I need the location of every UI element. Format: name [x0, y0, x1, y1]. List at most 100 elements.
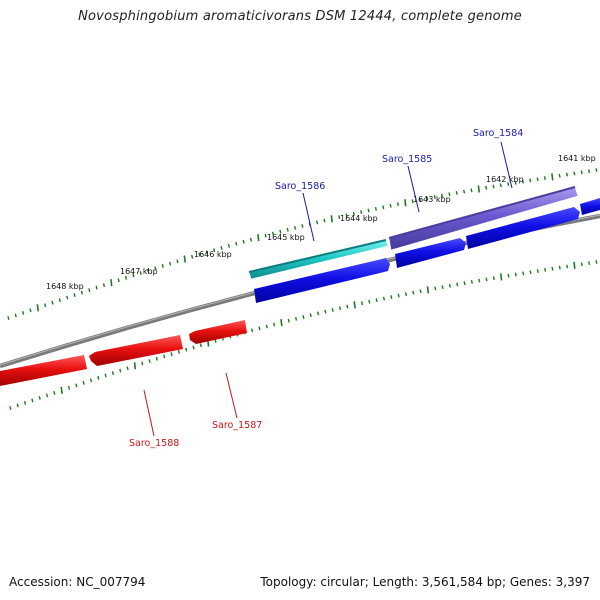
gene-label-saro-1586[interactable]: Saro_1586 — [275, 181, 325, 192]
gene-label-saro-1584[interactable]: Saro_1584 — [473, 128, 523, 139]
scale-tick — [29, 308, 32, 313]
scale-tick — [251, 328, 254, 333]
scale-tick — [580, 262, 583, 267]
scale-tick — [595, 168, 598, 172]
scale-tick — [338, 215, 341, 220]
scale-tick — [133, 362, 137, 370]
scale-tick — [141, 361, 144, 366]
cds-saro-1584[interactable] — [466, 207, 580, 249]
cds-saro-1587[interactable] — [189, 320, 247, 344]
scale-tick — [192, 345, 195, 350]
scale-tick — [352, 211, 355, 216]
scale-tick — [448, 192, 451, 197]
scale-tick — [426, 196, 429, 201]
cds-saro-1589[interactable] — [0, 355, 87, 386]
scale-tick — [199, 343, 202, 348]
scale-tick — [448, 283, 451, 288]
scale-tick — [485, 277, 488, 282]
scale-tick — [331, 308, 334, 312]
scale-label-1644: 1644 kbp — [340, 214, 378, 223]
scale-tick — [330, 215, 333, 223]
scale-tick — [492, 184, 495, 189]
scale-tick — [499, 273, 503, 281]
scale-tick — [110, 279, 113, 287]
scale-tick — [316, 311, 320, 316]
scale-tick — [404, 292, 408, 297]
scale-tick — [161, 264, 164, 268]
scale-tick — [220, 246, 223, 250]
scale-tick — [551, 173, 554, 181]
scale-tick — [499, 183, 502, 188]
cds-saro-1585[interactable] — [395, 238, 466, 268]
scale-tick — [507, 182, 510, 186]
reverse-cds-track — [0, 320, 247, 386]
cds-saro-1583[interactable] — [580, 198, 600, 215]
scale-tick — [286, 227, 289, 232]
genome-summary: Topology: circular; Length: 3,561,584 bp… — [260, 575, 590, 589]
scale-tick — [235, 241, 238, 246]
scale-tick — [31, 398, 34, 403]
scale-tick — [148, 359, 151, 364]
scale-tick — [95, 285, 98, 290]
scale-tick — [382, 205, 385, 210]
scale-label-1645: 1645 kbp — [267, 233, 305, 242]
scale-tick — [111, 371, 115, 375]
cds-saro-1586[interactable] — [254, 258, 390, 303]
scale-tick — [375, 298, 378, 303]
scale-tick — [183, 255, 186, 263]
scale-tick — [82, 380, 85, 385]
scale-label-1642: 1642 kbp — [486, 175, 524, 184]
scale-tick — [463, 281, 466, 286]
gene-label-saro-1587[interactable]: Saro_1587 — [212, 420, 262, 431]
scale-tick — [75, 383, 78, 388]
gene-label-saro-1585[interactable]: Saro_1585 — [382, 154, 432, 165]
gene-labels: Saro_1584 Saro_1585 Saro_1586 Saro_1587 … — [129, 128, 523, 449]
scale-tick — [169, 261, 172, 266]
scale-tick — [198, 252, 201, 257]
scale-tick — [536, 269, 539, 273]
scale-tick — [455, 191, 458, 195]
scale-tick — [44, 303, 47, 308]
scale-tick — [558, 265, 561, 270]
scale-tick — [287, 318, 290, 323]
scale-tick — [551, 266, 554, 271]
scale-tick — [389, 203, 392, 208]
scale-tick — [73, 293, 76, 298]
scale-tick — [536, 177, 539, 182]
scale-tick — [66, 295, 69, 300]
scale-tick — [97, 376, 100, 380]
scale-tick — [102, 283, 106, 288]
scale-tick — [397, 293, 400, 298]
scale-tick — [139, 271, 142, 275]
gene-highlight-saro-1584-1585[interactable] — [388, 186, 579, 251]
scale-tick — [374, 206, 377, 211]
scale-tick — [360, 210, 363, 214]
scale-tick — [440, 193, 444, 198]
scale-tick — [14, 313, 17, 318]
scale-tick — [60, 386, 63, 394]
scale-tick — [88, 288, 91, 293]
scale-tick — [205, 250, 208, 255]
scale-tick — [323, 218, 326, 223]
scale-tick — [80, 290, 83, 295]
forward-cds-track — [254, 198, 600, 303]
scale-tick — [227, 243, 230, 248]
scale-tick — [419, 289, 422, 294]
scale-tick — [382, 296, 386, 301]
scale-tick — [426, 286, 430, 294]
scale-tick — [433, 195, 436, 199]
scale-tick — [558, 173, 561, 178]
scale-tick — [345, 213, 348, 218]
scale-tick — [543, 176, 547, 180]
scale-tick — [360, 301, 364, 306]
scale-tick — [544, 267, 547, 272]
scale-tick — [155, 356, 158, 361]
scale-tick — [316, 220, 319, 225]
gene-highlight-saro-1586[interactable] — [248, 239, 389, 280]
scale-tick — [434, 286, 437, 291]
scale-tick — [418, 197, 422, 202]
scale-tick — [264, 233, 267, 238]
gene-label-saro-1588[interactable]: Saro_1588 — [129, 438, 179, 449]
cds-saro-1588[interactable] — [89, 335, 183, 366]
scale-tick — [514, 180, 517, 185]
